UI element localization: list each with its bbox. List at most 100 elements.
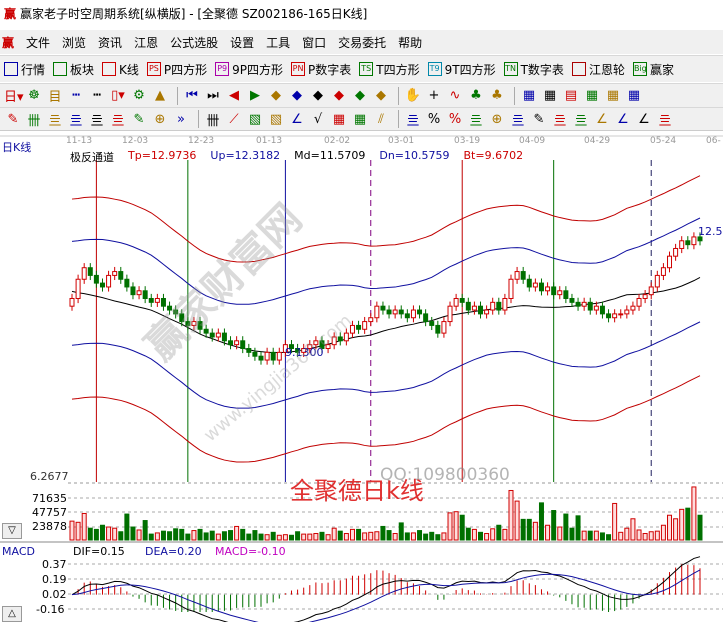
tool-icon-15[interactable]: ◆ — [313, 88, 323, 103]
menu-gann[interactable]: 江恩 — [134, 35, 159, 50]
menu-formula[interactable]: 公式选股 — [170, 35, 219, 50]
tool-icon-7[interactable]: ✎ — [133, 111, 145, 127]
tool-icon-1[interactable]: ✎ — [7, 111, 19, 127]
toolbar-1-button[interactable]: 行情 — [4, 61, 45, 78]
candle-body — [465, 301, 471, 311]
toolbar-2-button[interactable]: 板块 — [53, 61, 94, 78]
tool-icon-14[interactable]: ∠ — [291, 111, 303, 127]
tool-icon-4[interactable]: ┅ — [72, 88, 80, 103]
toolbar-9-button[interactable]: TN T数字表 — [503, 61, 564, 78]
toolbar-4-button[interactable]: PS P四方形 — [146, 61, 207, 78]
tool-icon-21[interactable]: % — [448, 111, 462, 127]
tool-icon-19[interactable]: 亖 — [406, 113, 420, 129]
tool-icon-23[interactable]: ⊕ — [491, 111, 503, 127]
kline-chart[interactable] — [0, 132, 723, 622]
tool-icon-2[interactable]: 卌 — [27, 113, 41, 129]
volume-bar — [587, 530, 593, 541]
volume-bar — [392, 533, 398, 541]
tool-icon-8[interactable]: ▲ — [155, 88, 165, 103]
tool-icon-16[interactable]: ◆ — [334, 88, 344, 103]
volume-bar — [221, 531, 227, 541]
tool-icon-25[interactable]: ✎ — [533, 111, 545, 127]
tool-icon-19[interactable]: ✋ — [404, 88, 422, 103]
tool-icon-10[interactable]: 卌 — [206, 113, 220, 129]
tool-icon-24[interactable]: 亖 — [511, 113, 525, 129]
band-bt — [71, 375, 701, 463]
tool-icon-29[interactable]: ▦ — [627, 88, 641, 103]
menu-file[interactable]: 文件 — [26, 35, 51, 50]
tool-icon-10[interactable]: ⏭ — [207, 88, 219, 103]
menu-browse[interactable]: 浏览 — [62, 35, 87, 50]
tool-icon-3[interactable]: 亖 — [48, 113, 62, 129]
tool-icon-13[interactable]: ◆ — [271, 88, 281, 103]
tool-icon-24[interactable]: ▦ — [522, 88, 536, 103]
menu-trade[interactable]: 交易委托 — [338, 35, 387, 50]
tool-icon-15[interactable]: √ — [313, 111, 323, 127]
tool-icon-18[interactable]: ◆ — [376, 88, 386, 103]
candle-body — [593, 305, 599, 311]
tool-icon-6[interactable]: ▯▾ — [111, 88, 125, 103]
candle-body — [667, 255, 673, 269]
tool-icon-30[interactable]: ∠ — [638, 111, 650, 127]
tool-icon-8[interactable]: ⊕ — [154, 111, 166, 127]
toolbar-3-button[interactable]: K线 — [102, 61, 139, 78]
tool-icon-12[interactable]: ▶ — [250, 88, 260, 103]
toolbar-11-button[interactable]: Big 赢家 — [632, 61, 674, 78]
tool-icon-1[interactable]: 日▾ — [4, 90, 24, 105]
volume-bar — [264, 534, 270, 541]
collapse-up-button[interactable]: △ — [2, 606, 22, 622]
tool-icon-27[interactable]: 亖 — [574, 113, 588, 129]
menu-settings[interactable]: 设置 — [230, 35, 255, 50]
tool-icon-22[interactable]: 亖 — [469, 113, 483, 129]
tool-icon-3[interactable]: 目 — [48, 90, 62, 105]
tool-icon-23[interactable]: ♣ — [491, 88, 503, 103]
volume-bar — [288, 534, 294, 541]
tool-icon-22[interactable]: ♣ — [470, 88, 482, 103]
tool-icon-28[interactable]: ∠ — [596, 111, 608, 127]
toolbar-5-button[interactable]: P9 9P四方形 — [215, 61, 283, 78]
tool-icon-5[interactable]: ┅ — [93, 88, 101, 103]
tool-icon-26[interactable]: ▤ — [564, 88, 578, 103]
tool-icon-31[interactable]: 亖 — [658, 113, 672, 129]
tool-icon-18[interactable]: ⫽ — [378, 111, 384, 127]
chart-toolbar: 日▾ ☸ 目 ┅ ┅ ▯▾ ⚙ ▲ ⏮ ⏭ ◀ ▶ ◆ ◆ ◆ ◆ ◆ ◆ ✋ + ∿ ♣ ♣ ▦ ▦ ▤ ▦ ▦ ▦ — [0, 83, 723, 107]
tool-icon-6[interactable]: 亖 — [111, 113, 125, 129]
tool-icon-26[interactable]: 亖 — [553, 113, 567, 129]
menu-help[interactable]: 帮助 — [398, 35, 423, 50]
menu-tools[interactable]: 工具 — [266, 35, 291, 50]
tool-icon-25[interactable]: ▦ — [543, 88, 557, 103]
tool-icon-17[interactable]: ◆ — [355, 88, 365, 103]
toolbar-10-button[interactable]: 江恩轮 — [571, 61, 625, 78]
volume-bar — [276, 534, 282, 541]
tool-icon-28[interactable]: ▦ — [606, 88, 620, 103]
tool-icon-20[interactable]: % — [427, 111, 441, 127]
toolbar-6-button[interactable]: PN P数字表 — [291, 61, 351, 78]
volume-bar — [136, 529, 142, 541]
tool-icon-20[interactable]: + — [428, 88, 440, 103]
menu-info[interactable]: 资讯 — [98, 35, 123, 50]
dif-line — [71, 556, 701, 622]
toolbar-7-button[interactable]: TS T四方形 — [359, 61, 420, 78]
tool-icon-17[interactable]: ▦ — [353, 111, 367, 127]
candle-body — [496, 301, 502, 311]
volume-bar — [130, 526, 136, 541]
tool-icon-13[interactable]: ▧ — [269, 111, 283, 127]
tool-icon-2[interactable]: ☸ — [28, 88, 40, 103]
tool-icon-9[interactable]: ⏮ — [186, 88, 198, 103]
tool-icon-7[interactable]: ⚙ — [133, 88, 145, 103]
tool-icon-11[interactable]: ⟋ — [229, 111, 239, 127]
tool-icon-12[interactable]: ▧ — [248, 111, 262, 127]
tool-icon-21[interactable]: ∿ — [449, 88, 461, 103]
toolbar-8-button[interactable]: T9 9T四方形 — [427, 61, 496, 78]
tool-icon-29[interactable]: ∠ — [617, 111, 629, 127]
tool-icon-4[interactable]: 亖 — [69, 113, 83, 129]
tool-icon-11[interactable]: ◀ — [229, 88, 239, 103]
tool-icon-14[interactable]: ◆ — [292, 88, 302, 103]
volume-bar — [362, 532, 368, 541]
tool-icon-5[interactable]: 亖 — [90, 113, 104, 129]
tool-icon-27[interactable]: ▦ — [585, 88, 599, 103]
tool-icon-16[interactable]: ▦ — [332, 111, 346, 127]
tool-icon-9[interactable]: » — [177, 111, 185, 127]
collapse-down-button[interactable]: ▽ — [2, 523, 22, 539]
menu-window[interactable]: 窗口 — [302, 35, 327, 50]
